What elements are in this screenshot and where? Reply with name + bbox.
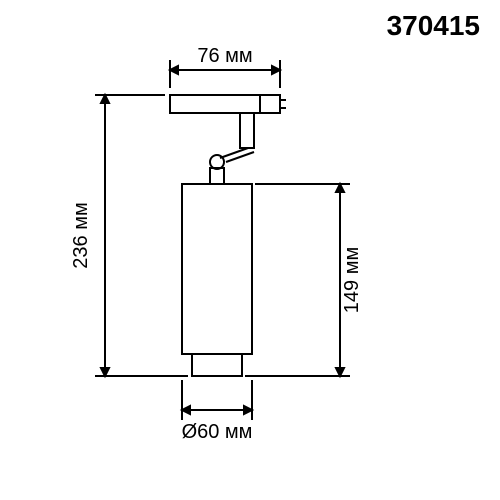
fixture-outline [170,95,286,376]
dim-diameter: Ø60 мм [182,421,253,443]
technical-drawing: 370415 76 мм 236 мм 149 мм Ø60 мм [0,0,500,500]
dim-top-width: 76 мм [197,45,252,67]
product-code: 370415 [387,10,480,41]
dim-total-height: 236 мм [70,202,92,268]
dim-body-height: 149 мм [341,247,363,313]
